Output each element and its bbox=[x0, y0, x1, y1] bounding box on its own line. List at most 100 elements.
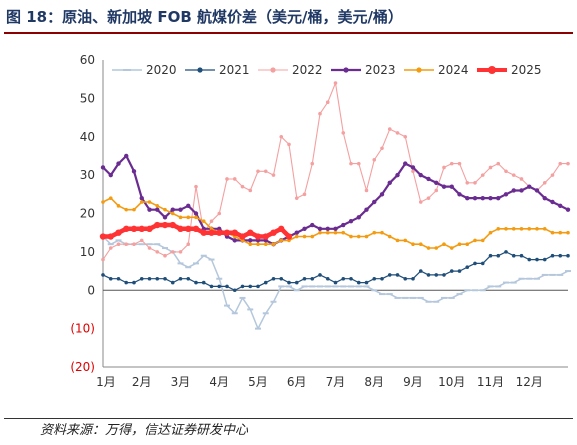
data-point bbox=[449, 184, 454, 189]
data-point bbox=[380, 146, 384, 151]
data-point bbox=[348, 218, 354, 224]
data-point bbox=[527, 257, 532, 262]
data-point bbox=[341, 230, 346, 235]
data-point bbox=[418, 269, 423, 273]
data-point bbox=[192, 225, 200, 233]
data-point bbox=[349, 234, 353, 239]
data-point bbox=[333, 226, 338, 232]
data-point bbox=[356, 234, 361, 239]
data-point bbox=[333, 81, 338, 85]
data-point bbox=[130, 225, 138, 233]
data-point bbox=[558, 230, 563, 235]
data-point bbox=[248, 284, 253, 289]
legend-marker bbox=[488, 66, 496, 74]
data-point bbox=[163, 207, 167, 212]
legend-item-2020: 2020 bbox=[112, 63, 177, 77]
data-point bbox=[434, 246, 439, 250]
data-point bbox=[411, 242, 415, 246]
data-point bbox=[186, 242, 191, 246]
data-point bbox=[193, 211, 199, 216]
data-point bbox=[364, 188, 369, 193]
data-point bbox=[542, 257, 547, 262]
data-point bbox=[457, 161, 462, 166]
data-point bbox=[278, 225, 285, 233]
data-point bbox=[247, 229, 254, 236]
data-point bbox=[279, 276, 284, 281]
legend-label: 2020 bbox=[146, 63, 177, 77]
data-point bbox=[356, 161, 361, 166]
data-point bbox=[217, 284, 222, 289]
data-point bbox=[132, 280, 136, 285]
data-point bbox=[263, 280, 268, 285]
data-point bbox=[418, 242, 423, 246]
data-point bbox=[225, 284, 229, 289]
series-2021 bbox=[101, 250, 570, 293]
data-point bbox=[271, 173, 276, 177]
data-point bbox=[287, 142, 291, 147]
x-tick-label: 11月 bbox=[477, 375, 504, 389]
data-point bbox=[124, 153, 129, 159]
data-point bbox=[147, 276, 152, 281]
data-point bbox=[185, 225, 192, 233]
data-point bbox=[116, 242, 121, 246]
data-point bbox=[310, 222, 315, 228]
legend-marker bbox=[197, 67, 203, 73]
data-point bbox=[441, 184, 447, 189]
data-point bbox=[124, 280, 129, 285]
data-point bbox=[310, 276, 315, 281]
data-point bbox=[201, 219, 206, 223]
data-point bbox=[457, 269, 462, 273]
data-point bbox=[527, 227, 532, 231]
legend-label: 2022 bbox=[292, 63, 323, 77]
data-point bbox=[372, 230, 377, 235]
data-point bbox=[380, 276, 384, 281]
data-point bbox=[449, 246, 454, 250]
x-tick-label: 2月 bbox=[132, 375, 152, 389]
data-point bbox=[302, 226, 307, 232]
data-point bbox=[550, 230, 555, 235]
data-point bbox=[256, 169, 260, 174]
data-point bbox=[488, 165, 493, 170]
data-point bbox=[178, 207, 183, 212]
data-point bbox=[496, 161, 501, 166]
data-point bbox=[566, 230, 570, 235]
data-point bbox=[473, 238, 477, 243]
data-point bbox=[147, 246, 152, 250]
data-point bbox=[132, 242, 136, 246]
x-tick-label: 7月 bbox=[326, 375, 346, 389]
data-point bbox=[364, 234, 369, 239]
footer-divider bbox=[4, 418, 573, 419]
data-point bbox=[488, 253, 493, 258]
data-point bbox=[170, 250, 175, 254]
data-point bbox=[434, 188, 439, 193]
legend-label: 2025 bbox=[511, 63, 542, 77]
data-point bbox=[132, 207, 136, 212]
data-point bbox=[395, 131, 400, 135]
x-tick-label: 12月 bbox=[516, 375, 543, 389]
data-point bbox=[108, 196, 113, 200]
x-tick-label: 4月 bbox=[209, 375, 229, 389]
data-point bbox=[240, 284, 245, 289]
data-point bbox=[387, 180, 392, 185]
data-point bbox=[473, 181, 477, 185]
data-point bbox=[465, 195, 470, 201]
data-point bbox=[231, 229, 238, 236]
data-point bbox=[426, 176, 431, 182]
y-tick-label: 10 bbox=[80, 245, 95, 259]
data-point bbox=[302, 276, 307, 281]
data-point bbox=[442, 165, 446, 170]
legend-item-2021: 2021 bbox=[185, 63, 250, 77]
data-point bbox=[457, 242, 462, 246]
data-point bbox=[115, 229, 122, 236]
legend-marker bbox=[416, 67, 422, 73]
data-point bbox=[232, 288, 237, 293]
series-2022 bbox=[101, 81, 570, 262]
data-point bbox=[333, 230, 338, 235]
data-point bbox=[124, 242, 129, 246]
data-point bbox=[223, 229, 231, 236]
data-point bbox=[270, 229, 277, 236]
data-point bbox=[116, 161, 121, 166]
series-layer bbox=[99, 81, 571, 330]
legend-label: 2023 bbox=[365, 63, 396, 77]
y-tick-label: (20) bbox=[70, 360, 95, 374]
